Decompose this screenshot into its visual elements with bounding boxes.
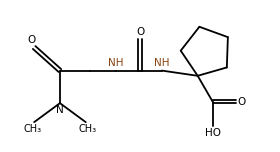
Text: O: O [136, 27, 144, 37]
Text: O: O [238, 97, 246, 107]
Text: CH₃: CH₃ [24, 124, 42, 134]
Text: HO: HO [205, 128, 221, 138]
Text: NH: NH [108, 58, 123, 68]
Text: CH₃: CH₃ [78, 124, 96, 134]
Text: NH: NH [154, 58, 169, 68]
Text: N: N [56, 105, 64, 115]
Text: O: O [28, 35, 36, 45]
